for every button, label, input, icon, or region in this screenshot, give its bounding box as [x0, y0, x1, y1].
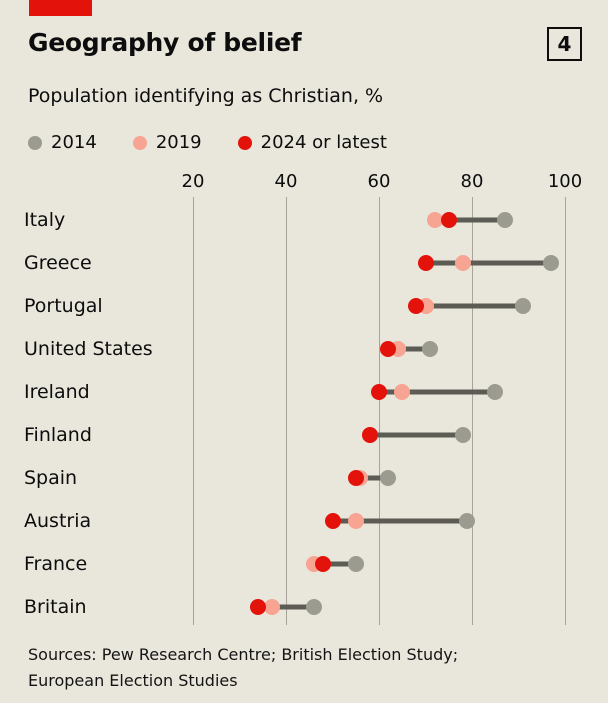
dot-2014: [515, 297, 532, 314]
range-connector: [313, 561, 356, 566]
page-title: Geography of belief: [28, 28, 302, 57]
dot-2019: [454, 254, 471, 271]
country-label: Austria: [24, 509, 92, 532]
legend-item-2019: 2019: [132, 132, 202, 153]
dot-2014: [496, 211, 513, 228]
dot-2024-or-latest: [315, 555, 332, 572]
gridline: [286, 197, 287, 625]
x-axis: 20 40 60 80 100: [0, 171, 608, 195]
x-tick-label: 80: [460, 171, 484, 192]
range-connector: [425, 260, 552, 265]
legend-dot-2014-icon: [28, 135, 42, 150]
legend-label-2024: 2024 or latest: [260, 132, 387, 153]
country-label: Britain: [24, 595, 87, 618]
dot-2014: [380, 469, 397, 486]
dot-2024-or-latest: [347, 469, 364, 486]
range-connector: [332, 518, 468, 523]
legend-dot-2019-icon: [132, 135, 147, 150]
country-label: France: [24, 552, 88, 575]
sources-note: Sources: Pew Research Centre; British El…: [28, 642, 458, 694]
gridline: [565, 197, 566, 625]
country-label: Spain: [24, 466, 78, 489]
range-connector: [434, 217, 505, 222]
dot-2024-or-latest: [380, 340, 397, 357]
legend-label-2019: 2019: [155, 132, 202, 153]
legend-dot-2024-icon: [237, 135, 252, 150]
dot-2024-or-latest: [408, 297, 425, 314]
range-connector: [388, 346, 431, 351]
legend: 2014 2019 2024 or latest: [28, 132, 387, 153]
x-tick-label: 20: [181, 171, 205, 192]
dot-2014: [459, 512, 476, 529]
range-connector: [258, 604, 314, 609]
dot-2024-or-latest: [250, 598, 267, 615]
country-label: Ireland: [24, 380, 90, 403]
dot-2014: [422, 340, 439, 357]
country-label: Portugal: [24, 294, 103, 317]
brand-red-bar: [29, 0, 92, 16]
dot-2024-or-latest: [371, 383, 387, 400]
gridline: [193, 197, 194, 625]
gridline: [472, 197, 473, 625]
sources-line-1: Sources: Pew Research Centre; British El…: [28, 645, 459, 664]
dot-2019: [426, 211, 443, 228]
chart-subtitle: Population identifying as Christian, %: [28, 85, 384, 107]
x-tick-label: 60: [367, 171, 391, 192]
country-label: Italy: [24, 208, 66, 231]
dot-2019: [394, 383, 411, 400]
dot-2014: [305, 598, 322, 615]
range-connector: [355, 475, 389, 480]
dot-2024-or-latest: [417, 254, 434, 271]
country-label: United States: [24, 337, 153, 360]
dot-2014: [487, 383, 504, 400]
country-label: Finland: [24, 423, 92, 446]
legend-item-2024: 2024 or latest: [237, 132, 387, 153]
dot-2014: [454, 426, 471, 443]
dot-2024-or-latest: [361, 426, 378, 443]
range-connector: [369, 432, 463, 437]
legend-item-2014: 2014: [28, 132, 97, 153]
dot-2014: [543, 254, 560, 271]
dot-2024-or-latest: [324, 512, 341, 529]
dot-2019: [264, 598, 281, 615]
dot-2014: [347, 555, 364, 572]
range-connector: [379, 389, 496, 394]
page-number-badge: 4: [547, 27, 582, 61]
dot-2024-or-latest: [440, 211, 457, 228]
country-label: Greece: [24, 251, 92, 274]
sources-line-2: European Election Studies: [28, 671, 238, 690]
range-connector: [416, 303, 524, 308]
legend-label-2014: 2014: [51, 132, 97, 153]
gridline: [379, 197, 380, 625]
x-tick-label: 40: [274, 171, 298, 192]
dot-2019: [347, 512, 364, 529]
x-tick-label: 100: [547, 171, 583, 192]
